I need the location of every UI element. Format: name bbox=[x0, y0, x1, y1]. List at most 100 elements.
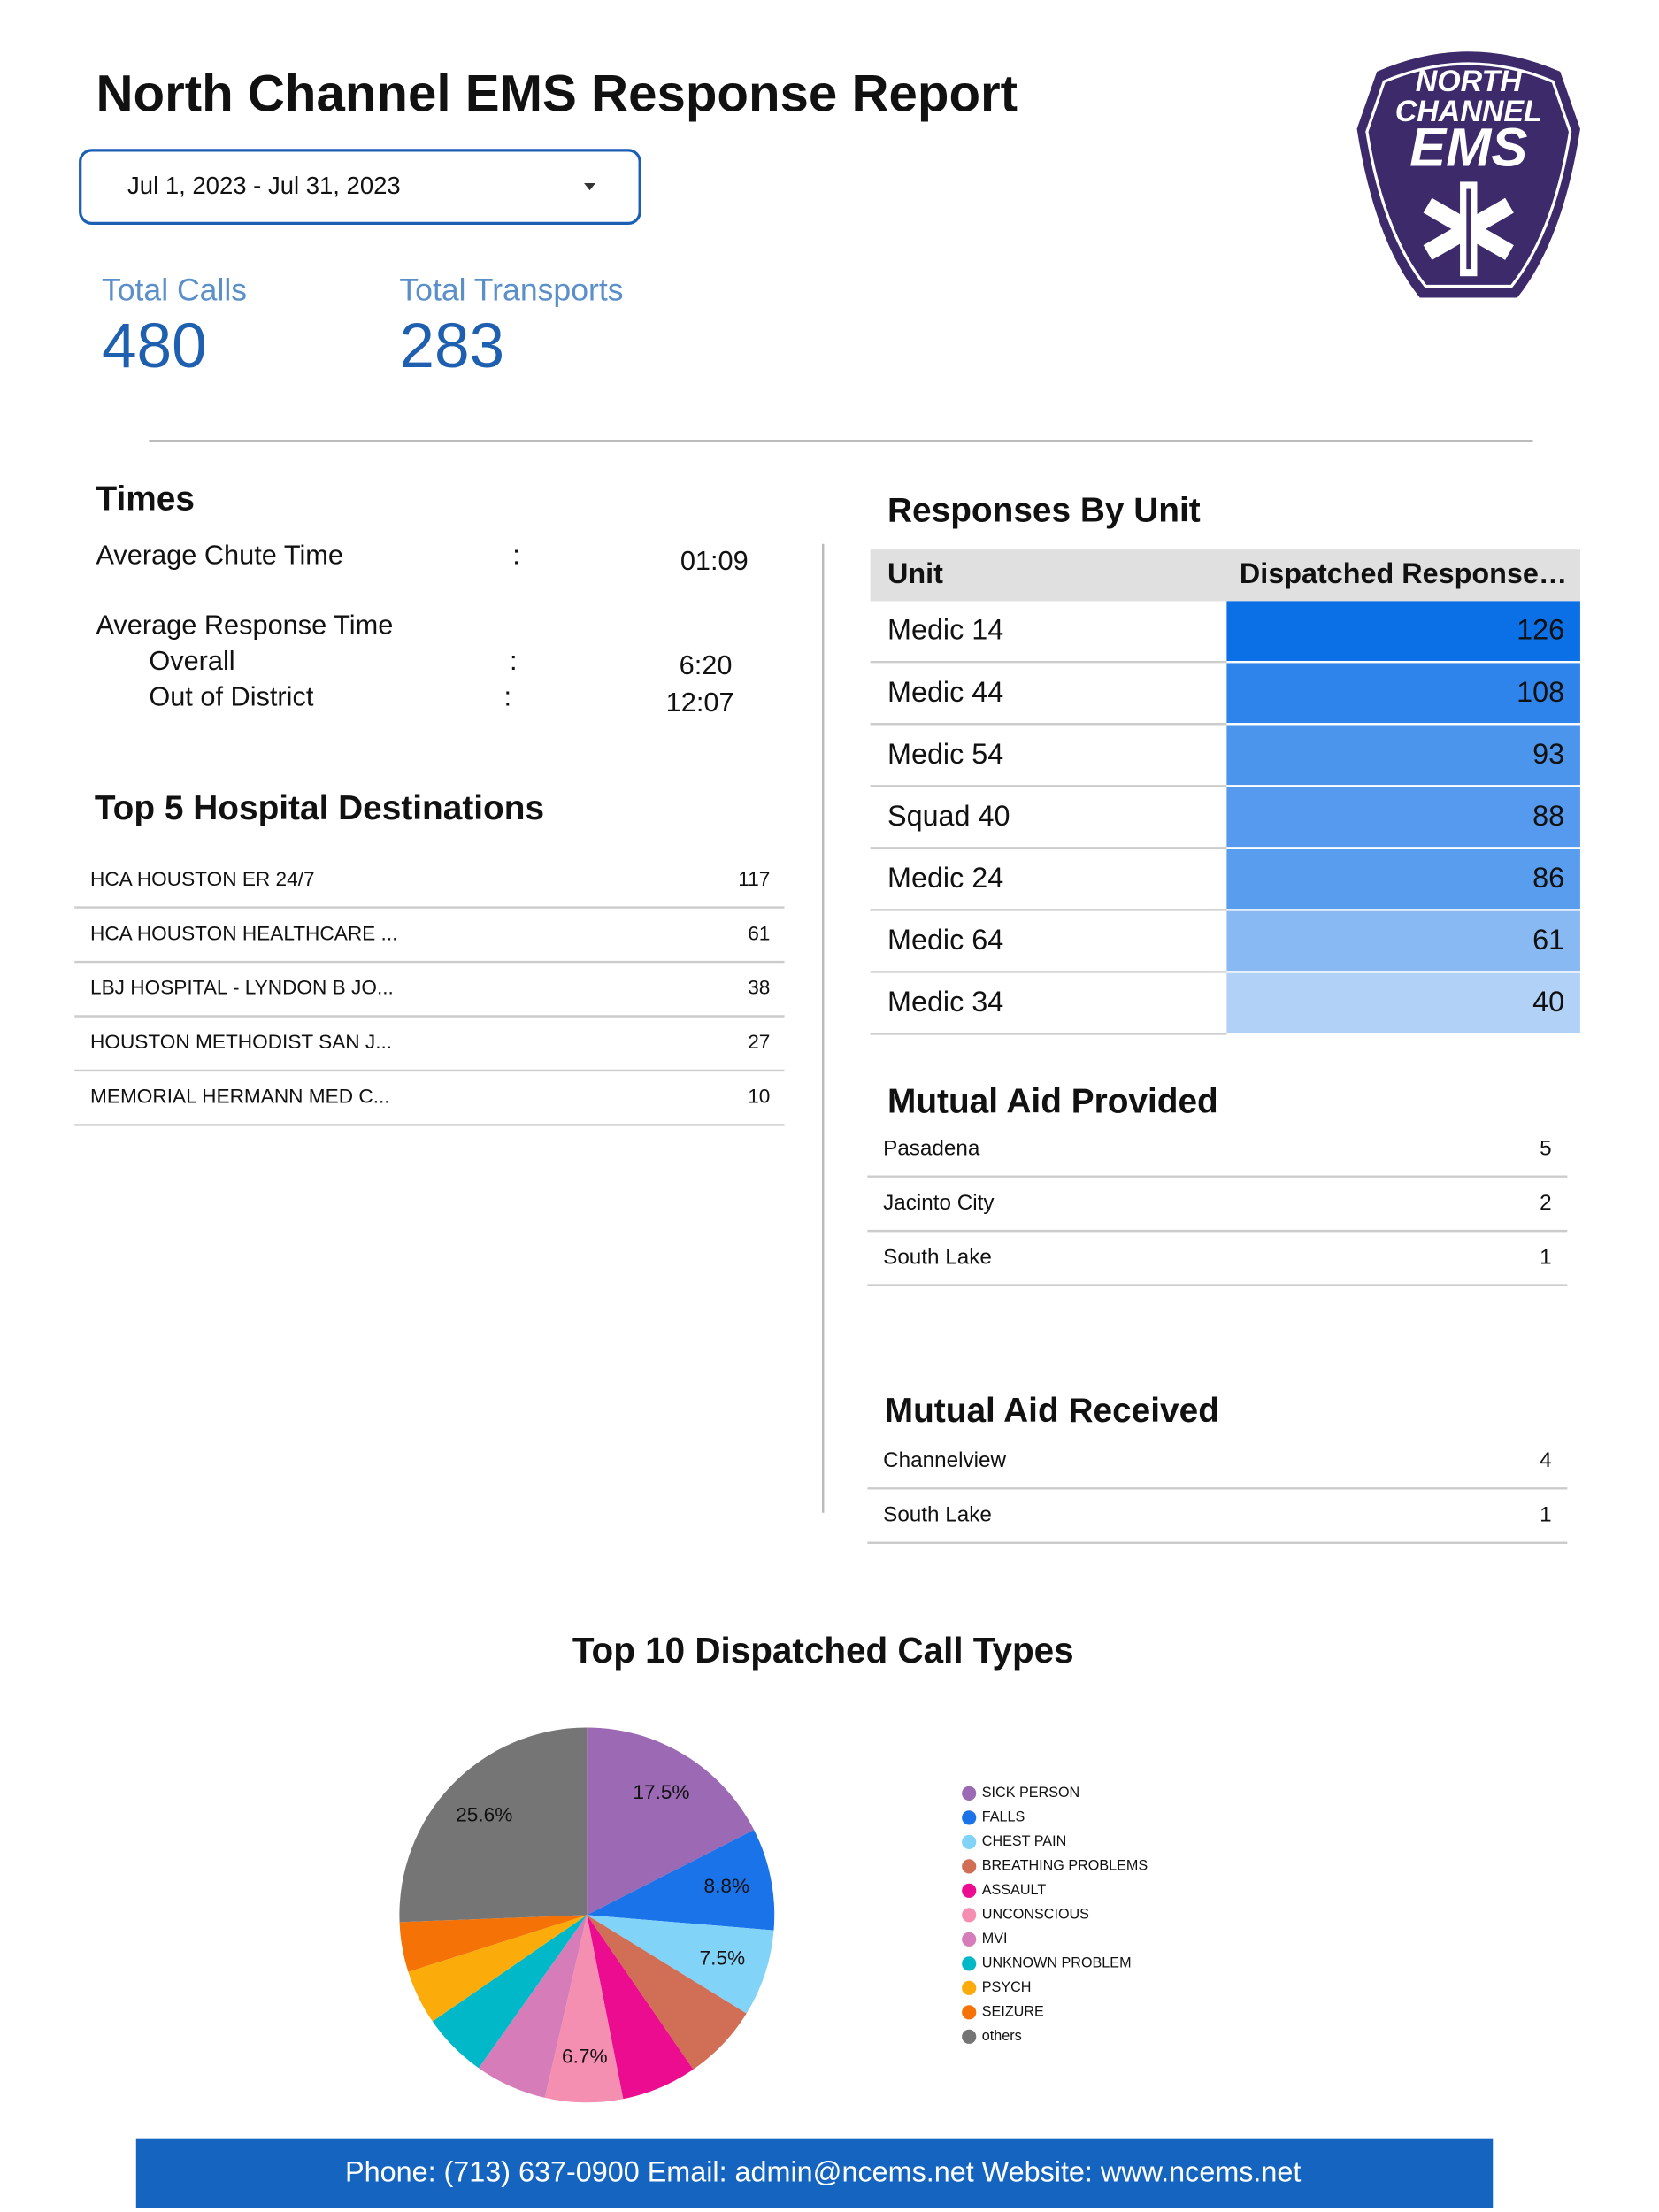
section-title: Mutual Aid Received bbox=[885, 1392, 1219, 1430]
row-label: Channelview bbox=[883, 1448, 1006, 1472]
row-label: MEMORIAL HERMANN MED C... bbox=[90, 1086, 390, 1108]
time-value: 01:09 bbox=[680, 545, 749, 576]
legend-swatch bbox=[962, 1834, 977, 1849]
pie-slice bbox=[544, 1915, 624, 2103]
unit-value: 108 bbox=[1517, 676, 1564, 708]
title: North Channel EMS Response Report bbox=[96, 65, 1018, 122]
row-value: 27 bbox=[748, 1031, 770, 1053]
heat-cell bbox=[1226, 849, 1580, 910]
pie-slice bbox=[587, 1915, 774, 2014]
dropdown-arrow[interactable] bbox=[584, 183, 596, 191]
pie-slice bbox=[408, 1915, 588, 2022]
section-title: Top 5 Hospital Destinations bbox=[95, 789, 544, 827]
time-label: Out of District bbox=[149, 681, 314, 712]
legend-swatch bbox=[962, 1932, 977, 1947]
heat-cell bbox=[1226, 972, 1580, 1033]
kpi-value: 480 bbox=[102, 311, 207, 381]
unit-name: Medic 54 bbox=[887, 738, 1003, 770]
legend-label: SEIZURE bbox=[982, 2004, 1044, 2020]
legend-label: FALLS bbox=[982, 1809, 1025, 1825]
heat-cell bbox=[1226, 787, 1580, 848]
pie-slice bbox=[478, 1915, 588, 2098]
slice-label: 6.7% bbox=[562, 2045, 608, 2067]
date-dropdown[interactable]: Jul 1, 2023 - Jul 31, 2023 bbox=[79, 149, 641, 225]
heat-cell bbox=[1226, 910, 1580, 972]
unit-name: Medic 64 bbox=[887, 924, 1003, 956]
row-value: 117 bbox=[738, 868, 770, 890]
footer-text: Phone: (713) 637-0900 Email: admin@ncems… bbox=[345, 2156, 1301, 2188]
pie-slice bbox=[587, 1830, 775, 1931]
legend-label: SICK PERSON bbox=[982, 1785, 1079, 1801]
unit-name: Medic 34 bbox=[887, 986, 1003, 1018]
time-sep: : bbox=[503, 681, 511, 712]
pie-slice bbox=[432, 1915, 588, 2069]
footer-bar bbox=[135, 2138, 1494, 2208]
row-value: 61 bbox=[748, 922, 770, 944]
row-value: 10 bbox=[748, 1086, 770, 1108]
logo: NORTH CHANNEL EMS bbox=[1356, 51, 1580, 298]
kpi-label: Total Calls bbox=[102, 272, 247, 307]
logo-border bbox=[1365, 62, 1572, 288]
legend-label: others bbox=[982, 2028, 1022, 2044]
column-header: Unit bbox=[887, 557, 943, 589]
kpi-value: 283 bbox=[399, 311, 504, 381]
row-value: 1 bbox=[1540, 1502, 1552, 1526]
row-label: South Lake bbox=[883, 1502, 992, 1526]
pie-slice bbox=[399, 1915, 588, 1972]
time-sep: : bbox=[512, 539, 520, 570]
unit-name: Medic 44 bbox=[887, 676, 1003, 708]
legend-swatch bbox=[962, 2005, 977, 2020]
logo-shield bbox=[1356, 51, 1580, 298]
legend-swatch bbox=[962, 1980, 977, 1995]
section-title: Mutual Aid Provided bbox=[887, 1082, 1218, 1120]
row-label: Pasadena bbox=[883, 1136, 980, 1160]
time-label: Average Response Time bbox=[96, 610, 393, 641]
unit-value: 88 bbox=[1532, 800, 1564, 832]
legend-swatch bbox=[962, 1883, 977, 1898]
row-label: HOUSTON METHODIST SAN J... bbox=[90, 1031, 392, 1053]
row-label: South Lake bbox=[883, 1245, 992, 1269]
logo-text: CHANNEL bbox=[1395, 95, 1542, 128]
dropdown-box[interactable] bbox=[79, 149, 641, 225]
legend-label: CHEST PAIN bbox=[982, 1833, 1066, 1849]
heat-cell bbox=[1226, 663, 1580, 724]
row-value: 1 bbox=[1540, 1245, 1552, 1269]
logo-text: NORTH bbox=[1416, 65, 1524, 98]
kpi-label: Total Transports bbox=[399, 272, 623, 307]
time-label: Overall bbox=[149, 645, 234, 676]
legend-label: ASSAULT bbox=[982, 1882, 1047, 1898]
legend-label: UNCONSCIOUS bbox=[982, 1907, 1089, 1923]
section-title: Responses By Unit bbox=[887, 491, 1201, 529]
pie-slice bbox=[587, 1727, 755, 1916]
slice-label: 25.6% bbox=[456, 1804, 512, 1826]
time-label: Average Chute Time bbox=[96, 539, 342, 570]
legend-swatch bbox=[962, 1956, 977, 1971]
legend-swatch bbox=[962, 1908, 977, 1923]
row-label: HCA HOUSTON HEALTHCARE ... bbox=[90, 922, 397, 944]
legend-label: PSYCH bbox=[982, 1979, 1032, 1995]
table-header bbox=[870, 549, 1580, 602]
pie-slice bbox=[399, 1727, 588, 1923]
row-value: 2 bbox=[1540, 1191, 1552, 1215]
time-value: 12:07 bbox=[666, 687, 734, 718]
section-title: Times bbox=[96, 480, 194, 518]
row-value: 5 bbox=[1540, 1136, 1552, 1160]
unit-name: Squad 40 bbox=[887, 800, 1010, 832]
slice-label: 17.5% bbox=[633, 1781, 689, 1803]
column-header: Dispatched Response… bbox=[1240, 557, 1567, 589]
unit-value: 61 bbox=[1532, 924, 1564, 956]
slice-label: 7.5% bbox=[700, 1947, 746, 1970]
star-of-life bbox=[1423, 181, 1514, 277]
row-label: Jacinto City bbox=[883, 1191, 995, 1215]
legend-swatch bbox=[962, 1786, 977, 1801]
logo-text: EMS bbox=[1409, 118, 1527, 179]
unit-value: 126 bbox=[1517, 614, 1564, 646]
slice-label: 8.8% bbox=[704, 1875, 750, 1897]
unit-value: 93 bbox=[1532, 738, 1564, 770]
row-value: 38 bbox=[748, 977, 770, 999]
date-range[interactable]: Jul 1, 2023 - Jul 31, 2023 bbox=[127, 172, 401, 199]
row-value: 4 bbox=[1540, 1448, 1552, 1472]
legend-label: UNKNOWN PROBLEM bbox=[982, 1955, 1132, 1971]
